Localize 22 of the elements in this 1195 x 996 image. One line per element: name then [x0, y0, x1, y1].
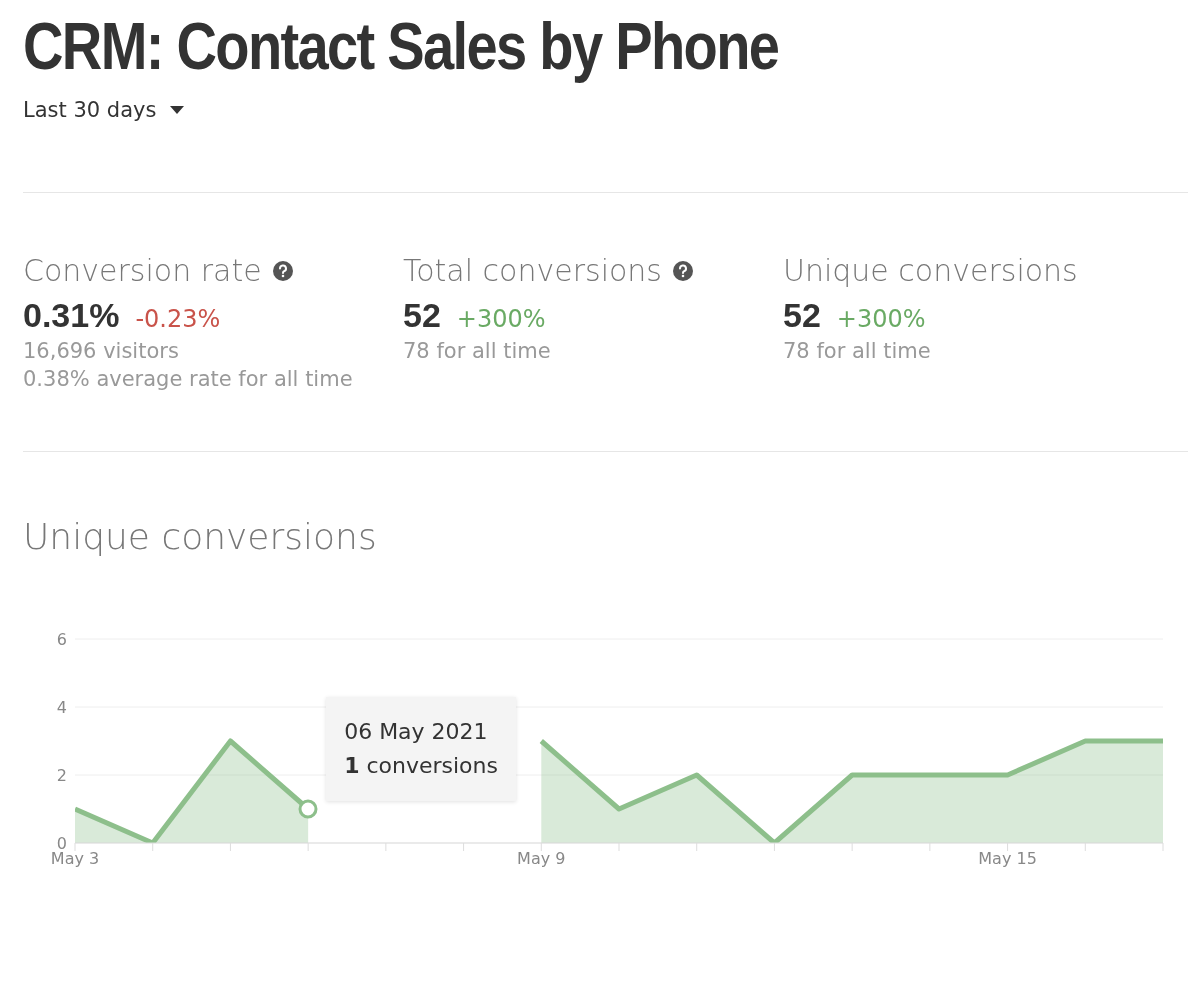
text: 52: [783, 296, 821, 335]
text: +300%: [456, 305, 546, 333]
chart-title: Unique conversions: [23, 516, 378, 557]
y-tick-label: 4: [56, 697, 67, 717]
x-tick-label: May 15: [978, 849, 1037, 869]
annotation: 06 May 2021 1 conversions: [344, 718, 498, 780]
text: +300%: [836, 305, 926, 333]
y-tick-label: 2: [56, 765, 67, 785]
text: 16,696 visitors: [23, 339, 180, 363]
text: Last 30 days: [23, 98, 157, 122]
text: Unique conversions: [783, 253, 1078, 288]
y-tick-label: 6: [56, 629, 67, 649]
text: CRM: Contact Sales by Phone: [23, 8, 780, 84]
x-tick-label: May 9: [517, 849, 566, 869]
text: -0.23%: [135, 305, 221, 333]
text: Total conversions: [403, 253, 662, 288]
text: 0.31%: [23, 296, 120, 335]
text: 52: [403, 296, 441, 335]
text: Conversion rate: [23, 253, 262, 288]
text: 0.38% average rate for all time: [23, 367, 354, 391]
text: 78 for all time: [403, 339, 552, 363]
text: 78 for all time: [783, 339, 932, 363]
